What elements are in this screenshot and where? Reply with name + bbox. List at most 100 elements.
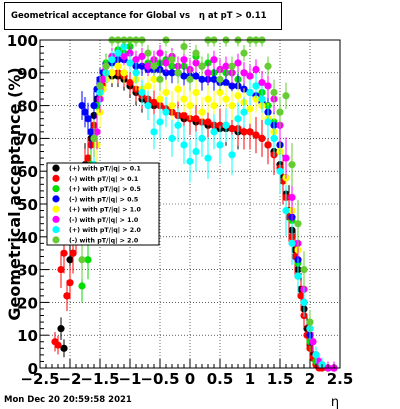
data-point bbox=[228, 124, 236, 133]
legend-entry: (+) with pT/|q| > 2.0 bbox=[69, 227, 142, 235]
data-point bbox=[258, 79, 266, 87]
data-point bbox=[246, 72, 254, 80]
data-point bbox=[69, 249, 77, 257]
data-point bbox=[186, 75, 194, 83]
data-point bbox=[192, 88, 200, 97]
data-point bbox=[216, 121, 224, 129]
data-point bbox=[180, 72, 188, 80]
legend-entry: (-) with pT/|q| > 2.0 bbox=[69, 237, 139, 245]
data-point bbox=[120, 52, 128, 61]
data-point bbox=[234, 59, 242, 67]
data-point bbox=[270, 88, 278, 97]
legend: (+) with pT/|q| > 0.1 (-) with pT/|q| > 0… bbox=[46, 162, 160, 246]
data-point bbox=[156, 49, 164, 57]
legend-entry: (-) with pT/|q| > 0.5 bbox=[69, 196, 138, 204]
data-point bbox=[138, 62, 146, 70]
data-point bbox=[186, 102, 194, 110]
data-point bbox=[90, 134, 98, 142]
data-point bbox=[294, 272, 302, 280]
data-point bbox=[78, 102, 86, 110]
data-point bbox=[162, 108, 170, 116]
data-point bbox=[144, 49, 152, 57]
data-point bbox=[108, 69, 116, 77]
data-point bbox=[276, 167, 284, 175]
data-point bbox=[264, 118, 272, 126]
data-point bbox=[240, 108, 248, 116]
x-tick-label: 0 bbox=[185, 370, 195, 388]
data-point bbox=[216, 141, 224, 149]
data-point bbox=[294, 220, 302, 228]
data-point bbox=[156, 95, 164, 103]
data-point bbox=[162, 88, 170, 97]
data-point bbox=[60, 344, 68, 352]
data-point bbox=[57, 325, 65, 333]
data-point bbox=[156, 75, 164, 83]
data-point bbox=[66, 279, 74, 287]
data-point bbox=[228, 82, 236, 90]
data-point bbox=[180, 111, 188, 120]
data-point bbox=[150, 62, 158, 70]
data-point bbox=[114, 62, 122, 70]
data-point bbox=[144, 82, 152, 90]
legend-marker bbox=[52, 226, 60, 234]
data-point bbox=[54, 341, 62, 349]
data-point bbox=[138, 52, 146, 61]
data-point bbox=[309, 338, 317, 346]
data-point bbox=[246, 105, 254, 113]
data-point bbox=[240, 49, 248, 57]
data-point bbox=[258, 95, 266, 103]
y-tick-label: 30 bbox=[17, 262, 38, 280]
x-tick-label: −2 bbox=[58, 370, 81, 388]
data-point bbox=[216, 88, 224, 97]
data-point bbox=[300, 298, 308, 306]
data-point bbox=[84, 256, 92, 264]
data-point bbox=[234, 92, 242, 100]
data-point bbox=[84, 154, 92, 162]
data-point bbox=[228, 62, 236, 70]
data-point bbox=[252, 95, 260, 103]
legend-box bbox=[46, 162, 160, 246]
legend-marker bbox=[52, 185, 60, 193]
data-point bbox=[264, 82, 272, 90]
timestamp: Mon Dec 20 20:59:58 2021 bbox=[4, 395, 132, 405]
y-tick-label: 90 bbox=[17, 65, 38, 83]
data-point bbox=[240, 69, 248, 77]
data-point bbox=[150, 75, 158, 83]
data-point bbox=[228, 102, 236, 110]
data-point bbox=[222, 79, 230, 87]
data-point bbox=[204, 69, 212, 77]
data-point bbox=[306, 318, 314, 326]
data-point bbox=[96, 82, 104, 90]
y-tick-label: 50 bbox=[17, 196, 38, 214]
data-point bbox=[78, 282, 86, 290]
x-tick-label: −0.5 bbox=[140, 370, 179, 388]
data-point bbox=[138, 88, 146, 97]
data-point bbox=[174, 69, 182, 77]
data-point bbox=[93, 128, 101, 136]
data-point bbox=[57, 266, 65, 274]
y-tick-label: 20 bbox=[17, 294, 38, 312]
y-tick-label: 100 bbox=[7, 32, 38, 50]
legend-entry: (-) with pT/|q| > 1.0 bbox=[69, 217, 139, 225]
data-point bbox=[126, 49, 134, 57]
x-tick-label: 0.5 bbox=[207, 370, 234, 388]
data-point bbox=[114, 49, 122, 57]
data-point bbox=[192, 72, 200, 80]
data-point bbox=[81, 108, 89, 116]
legend-entry: (-) with pT/|q| > 0.1 bbox=[69, 176, 138, 184]
data-point bbox=[222, 95, 230, 103]
data-point bbox=[78, 256, 86, 264]
data-point bbox=[150, 98, 158, 106]
x-axis-label: η bbox=[331, 395, 339, 409]
data-point bbox=[180, 95, 188, 103]
data-point bbox=[150, 128, 158, 136]
legend-marker bbox=[52, 236, 60, 244]
data-point bbox=[180, 42, 188, 51]
data-point bbox=[240, 128, 248, 136]
y-tick-label: 0 bbox=[28, 360, 38, 378]
data-point bbox=[276, 108, 284, 116]
data-point bbox=[246, 88, 254, 97]
x-tick-label: −1 bbox=[118, 370, 141, 388]
data-point bbox=[120, 69, 128, 77]
